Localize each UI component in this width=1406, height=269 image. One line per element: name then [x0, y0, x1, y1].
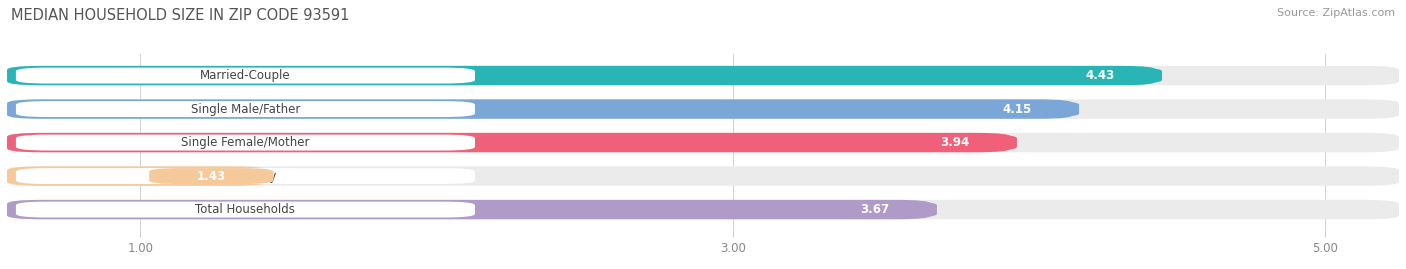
FancyBboxPatch shape — [7, 133, 1399, 152]
Text: 4.15: 4.15 — [1002, 102, 1032, 116]
FancyBboxPatch shape — [7, 99, 1073, 119]
FancyBboxPatch shape — [149, 168, 274, 184]
FancyBboxPatch shape — [1038, 68, 1161, 84]
FancyBboxPatch shape — [15, 201, 475, 218]
Text: 3.67: 3.67 — [860, 203, 890, 216]
Text: 1.43: 1.43 — [197, 169, 226, 183]
FancyBboxPatch shape — [7, 133, 1011, 152]
FancyBboxPatch shape — [15, 168, 475, 184]
Text: MEDIAN HOUSEHOLD SIZE IN ZIP CODE 93591: MEDIAN HOUSEHOLD SIZE IN ZIP CODE 93591 — [11, 8, 350, 23]
Text: Source: ZipAtlas.com: Source: ZipAtlas.com — [1277, 8, 1395, 18]
Text: Total Households: Total Households — [195, 203, 295, 216]
FancyBboxPatch shape — [7, 200, 931, 219]
FancyBboxPatch shape — [813, 201, 936, 218]
FancyBboxPatch shape — [893, 134, 1017, 151]
Text: Single Female/Mother: Single Female/Mother — [181, 136, 309, 149]
Text: 3.94: 3.94 — [941, 136, 969, 149]
FancyBboxPatch shape — [7, 200, 1399, 219]
FancyBboxPatch shape — [7, 166, 1399, 186]
FancyBboxPatch shape — [7, 99, 1399, 119]
Text: Non-family: Non-family — [214, 169, 277, 183]
Text: 4.43: 4.43 — [1085, 69, 1115, 82]
Text: Single Male/Father: Single Male/Father — [191, 102, 299, 116]
FancyBboxPatch shape — [15, 134, 475, 151]
Text: Married-Couple: Married-Couple — [200, 69, 291, 82]
FancyBboxPatch shape — [955, 101, 1080, 117]
FancyBboxPatch shape — [7, 66, 1399, 85]
FancyBboxPatch shape — [7, 66, 1156, 85]
FancyBboxPatch shape — [15, 68, 475, 84]
FancyBboxPatch shape — [7, 166, 267, 186]
FancyBboxPatch shape — [15, 101, 475, 117]
